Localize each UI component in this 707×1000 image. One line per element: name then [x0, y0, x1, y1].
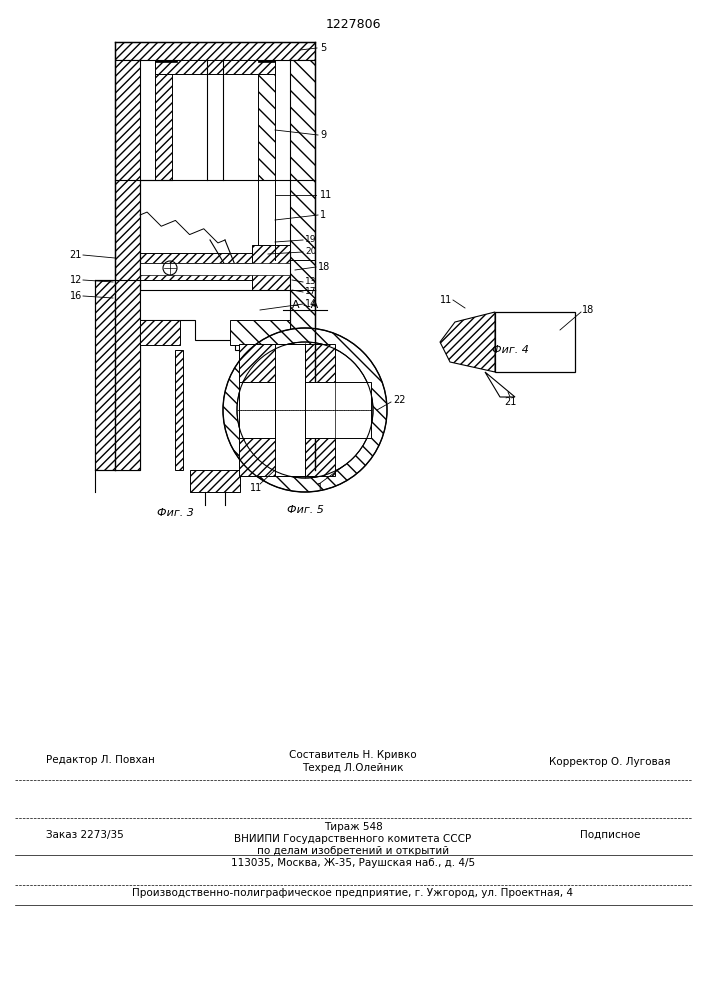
- Text: 11: 11: [250, 483, 262, 493]
- Text: 11: 11: [440, 295, 452, 305]
- Bar: [230, 320, 290, 345]
- Text: 14: 14: [305, 299, 317, 309]
- Text: Заказ 2273/35: Заказ 2273/35: [46, 830, 124, 840]
- Bar: [115, 60, 140, 470]
- Text: 113035, Москва, Ж-35, Раушская наб., д. 4/5: 113035, Москва, Ж-35, Раушская наб., д. …: [231, 858, 475, 868]
- Polygon shape: [440, 312, 495, 372]
- Polygon shape: [239, 344, 305, 382]
- Bar: [140, 263, 290, 275]
- Text: Подписное: Подписное: [580, 830, 640, 840]
- Bar: [275, 344, 305, 476]
- Text: Техред Л.Олейник: Техред Л.Олейник: [303, 763, 404, 773]
- Bar: [155, 60, 275, 74]
- Bar: [175, 350, 183, 470]
- Bar: [140, 253, 290, 263]
- Text: 22: 22: [393, 395, 406, 405]
- Text: 1227806: 1227806: [325, 18, 381, 31]
- Text: 1: 1: [317, 483, 323, 493]
- Text: по делам изобретений и открытий: по делам изобретений и открытий: [257, 846, 449, 856]
- Text: Фиг. 3: Фиг. 3: [156, 508, 194, 518]
- Polygon shape: [305, 438, 335, 476]
- Text: 5: 5: [320, 43, 326, 53]
- Bar: [95, 280, 140, 470]
- Bar: [155, 74, 172, 180]
- Text: 21: 21: [69, 250, 82, 260]
- Bar: [155, 60, 177, 62]
- Text: 20: 20: [305, 247, 316, 256]
- Text: Корректор О. Луговая: Корректор О. Луговая: [549, 757, 671, 767]
- Bar: [290, 260, 315, 290]
- Text: 1: 1: [320, 210, 326, 220]
- Text: Составитель Н. Кривко: Составитель Н. Кривко: [289, 750, 417, 760]
- Polygon shape: [485, 372, 515, 397]
- Bar: [115, 42, 315, 60]
- Text: Тираж 548: Тираж 548: [324, 822, 382, 832]
- Text: 17: 17: [305, 288, 317, 296]
- Bar: [290, 60, 315, 470]
- Text: Фиг. 4: Фиг. 4: [491, 345, 528, 355]
- Bar: [258, 60, 275, 62]
- Text: A - A: A - A: [292, 300, 318, 310]
- Bar: [245, 350, 255, 470]
- Polygon shape: [239, 438, 305, 476]
- Wedge shape: [223, 328, 387, 492]
- Text: ВНИИПИ Государственного комитета СССР: ВНИИПИ Государственного комитета СССР: [235, 834, 472, 844]
- Text: Фиг. 5: Фиг. 5: [286, 505, 323, 515]
- Text: 16: 16: [70, 291, 82, 301]
- Polygon shape: [140, 290, 290, 350]
- Text: 21: 21: [504, 397, 516, 407]
- Bar: [495, 312, 575, 372]
- Text: Редактор Л. Повхан: Редактор Л. Повхан: [45, 755, 154, 765]
- Bar: [190, 470, 240, 492]
- Bar: [258, 74, 275, 180]
- Text: 9: 9: [320, 130, 326, 140]
- Text: 18: 18: [582, 305, 595, 315]
- Bar: [239, 382, 371, 438]
- Bar: [140, 270, 290, 280]
- Bar: [252, 245, 290, 290]
- Text: 13: 13: [305, 277, 317, 286]
- Bar: [140, 320, 180, 345]
- Text: Производственно-полиграфическое предприятие, г. Ужгород, ул. Проектная, 4: Производственно-полиграфическое предприя…: [132, 888, 573, 898]
- Polygon shape: [305, 344, 335, 382]
- Text: 11: 11: [320, 190, 332, 200]
- Text: 19: 19: [305, 235, 317, 244]
- Text: 18: 18: [318, 262, 330, 272]
- Text: 12: 12: [69, 275, 82, 285]
